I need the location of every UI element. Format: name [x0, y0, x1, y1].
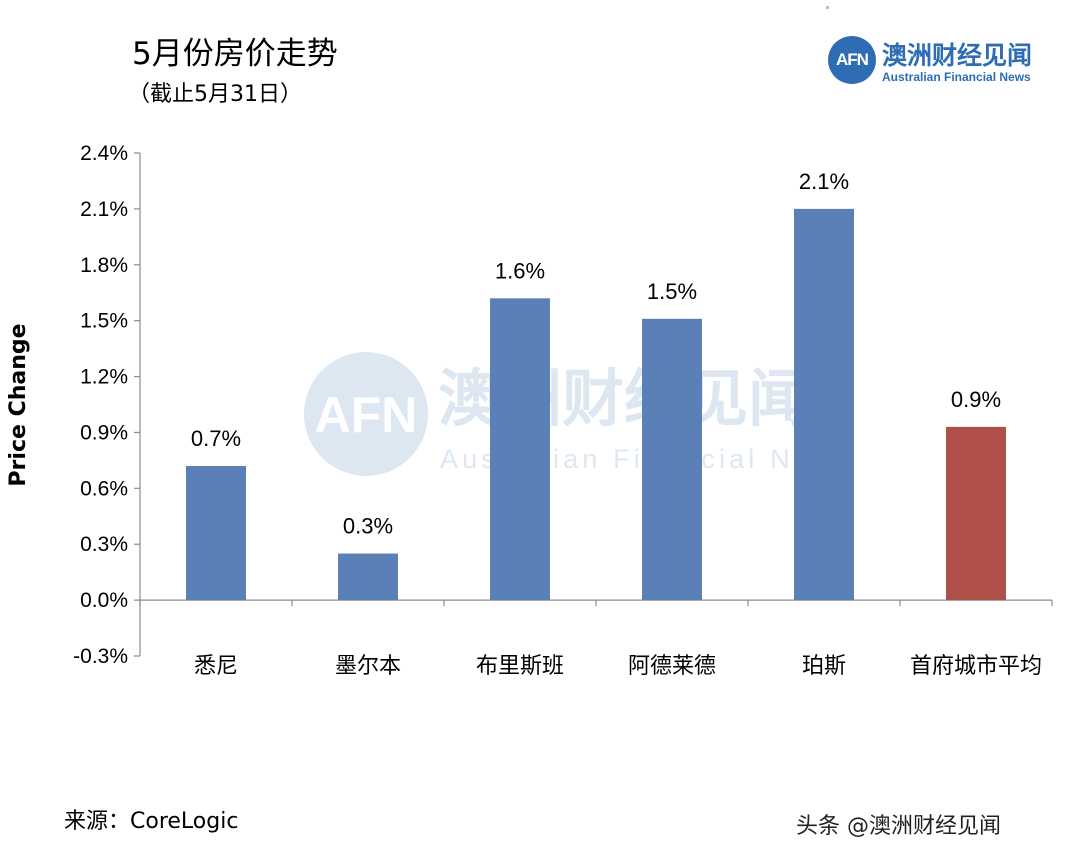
afn-logo-name-cn: 澳洲财经见闻	[882, 41, 1033, 70]
y-tick-label: -0.3%	[73, 645, 128, 668]
data-label: 1.5%	[647, 279, 697, 304]
data-label: 2.1%	[799, 169, 849, 194]
y-tick-label: 2.4%	[80, 142, 128, 165]
category-label: 悉尼	[194, 654, 238, 679]
bar-5	[794, 208, 854, 601]
y-tick-label: 1.2%	[80, 366, 128, 389]
y-tick-label: 1.5%	[80, 310, 128, 333]
chart-title: 5月份房价走势	[132, 36, 338, 72]
category-label: 阿德莱德	[628, 654, 716, 679]
y-tick-label: 2.1%	[80, 198, 128, 221]
category-label: 珀斯	[802, 654, 846, 679]
corner-mark	[826, 6, 829, 9]
chart-subtitle: （截止5月31日）	[128, 82, 302, 107]
category-label: 首府城市平均	[910, 654, 1042, 679]
y-tick-label: 0.6%	[80, 477, 128, 500]
watermark: AFN 澳洲财经见闻 Australian Financial News	[304, 352, 850, 476]
watermark-circle	[304, 352, 428, 476]
bar-2	[338, 553, 398, 601]
bar-3	[490, 298, 550, 601]
bars	[186, 208, 1006, 601]
bar-1	[186, 465, 246, 601]
data-label: 0.9%	[951, 387, 1001, 412]
y-tick-label: 0.0%	[80, 589, 128, 612]
y-tick-label: 0.9%	[80, 421, 128, 444]
y-tick-label: 0.3%	[80, 533, 128, 556]
bar-4	[642, 318, 702, 601]
axes: 2.4% 2.1% 1.8% 1.5% 1.2% 0.9% 0.6% 0.3% 0.0% -0.3…	[73, 142, 1053, 668]
afn-logo: AFN 澳洲财经见闻 Australian Financial News	[828, 34, 1048, 88]
y-axis-label: Price Change	[6, 323, 31, 486]
category-label: 墨尔本	[335, 654, 401, 679]
data-label: 0.7%	[191, 426, 241, 451]
bar-6	[946, 426, 1006, 601]
data-label: 0.3%	[343, 514, 393, 539]
credit-watermark: 头条 @澳洲财经见闻	[796, 814, 1001, 839]
category-label: 布里斯班	[476, 654, 564, 679]
y-tick-label: 1.8%	[80, 254, 128, 277]
afn-logo-name-en: Australian Financial News	[882, 70, 1031, 84]
watermark-mark: AFN	[315, 387, 418, 443]
labels: 0.7% 悉尼 0.3% 墨尔本 1.6% 布里斯班 1.5% 阿德莱德 2.1% 珀斯 0.9% 首…	[191, 169, 1042, 679]
source-note: 来源：CoreLogic	[64, 809, 239, 834]
data-label: 1.6%	[495, 258, 545, 283]
afn-logo-mark: AFN	[828, 36, 876, 84]
